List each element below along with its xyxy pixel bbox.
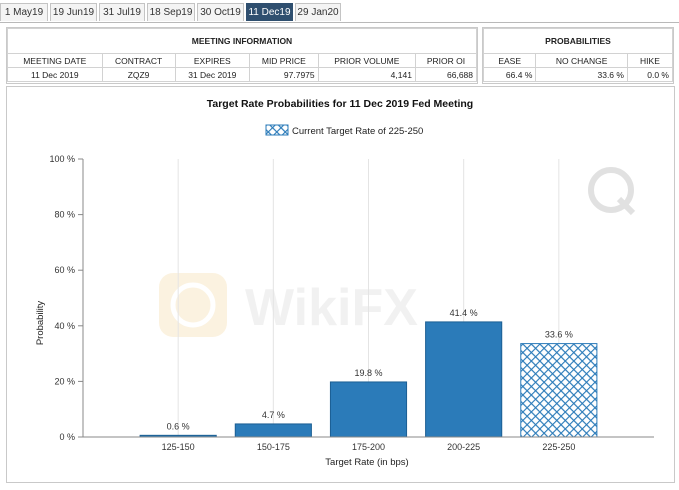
probabilities-title: PROBABILITIES <box>483 28 673 54</box>
bar-175-200 <box>329 381 408 438</box>
wikifx-watermark: WikiFX <box>159 273 418 337</box>
watermark-text: WikiFX <box>245 279 418 337</box>
meeting-date-tabs: 1 May19 19 Jun19 31 Jul19 18 Sep19 30 Oc… <box>0 0 679 23</box>
tab-29-jan20[interactable]: 29 Jan20 <box>295 3 341 21</box>
value-no-change: 33.6 % <box>535 67 628 82</box>
bar-200-225 <box>425 321 503 438</box>
probabilities-header-row: EASE NO CHANGE HIKE <box>482 53 674 68</box>
probabilities-table: PROBABILITIES EASE NO CHANGE HIKE 66.4 %… <box>482 28 674 82</box>
x-tick-label-150-175: 150-175 <box>257 442 290 452</box>
meeting-information-title: MEETING INFORMATION <box>7 28 477 54</box>
x-tick-label-125-150: 125-150 <box>162 442 195 452</box>
header-prior-volume: PRIOR VOLUME <box>317 53 416 68</box>
header-meeting-date: MEETING DATE <box>7 53 103 68</box>
header-hike: HIKE <box>626 53 674 68</box>
tab-31-jul19[interactable]: 31 Jul19 <box>99 3 145 21</box>
tab-18-sep19[interactable]: 18 Sep19 <box>147 3 195 21</box>
value-prior-oi: 66,688 <box>414 67 478 82</box>
meeting-information-header-row: MEETING DATE CONTRACT EXPIRES MID PRICE … <box>7 53 478 68</box>
meeting-information-panel: MEETING INFORMATION MEETING DATE CONTRAC… <box>6 27 478 84</box>
bar-150-175 <box>234 423 312 438</box>
data-label-175-200: 19.8 % <box>354 368 382 378</box>
y-tick-label: 0 % <box>59 432 75 442</box>
data-label-125-150: 0.6 % <box>167 421 190 431</box>
probabilities-panel: PROBABILITIES EASE NO CHANGE HIKE 66.4 %… <box>482 27 674 84</box>
tab-19-jun19[interactable]: 19 Jun19 <box>50 3 97 21</box>
tab-11-dec19[interactable]: 11 Dec19 <box>246 3 293 21</box>
bar-225-250 <box>520 343 598 438</box>
q-logo-icon <box>588 167 636 216</box>
header-mid-price: MID PRICE <box>249 53 319 68</box>
tab-1-may19[interactable]: 1 May19 <box>0 3 48 21</box>
header-expires: EXPIRES <box>174 53 251 68</box>
header-contract: CONTRACT <box>101 53 176 68</box>
x-tick-label-225-250: 225-250 <box>542 442 575 452</box>
y-tick-label: 80 % <box>54 210 75 220</box>
data-label-225-250: 33.6 % <box>545 330 573 340</box>
y-tick-label: 60 % <box>54 265 75 275</box>
value-hike: 0.0 % <box>626 67 674 82</box>
y-axis-label: Probability <box>35 301 46 346</box>
x-tick-label-200-225: 200-225 <box>447 442 480 452</box>
legend-label: Current Target Rate of 225-250 <box>292 126 423 137</box>
x-tick-label-175-200: 175-200 <box>352 442 385 452</box>
value-meeting-date: 11 Dec 2019 <box>7 67 103 82</box>
y-tick-label: 40 % <box>54 321 75 331</box>
value-mid-price: 97.7975 <box>249 67 319 82</box>
chart-container: WikiFX Target Rate Probabilities for 11 … <box>6 86 675 483</box>
probabilities-value-row: 66.4 % 33.6 % 0.0 % <box>482 67 674 82</box>
chart-legend: Current Target Rate of 225-250 <box>265 124 423 137</box>
value-expires: 31 Dec 2019 <box>174 67 251 82</box>
x-axis-label: Target Rate (in bps) <box>325 457 408 468</box>
meeting-information-value-row: 11 Dec 2019 ZQZ9 31 Dec 2019 97.7975 4,1… <box>7 67 478 82</box>
header-ease: EASE <box>482 53 537 68</box>
chart-axes: 0 % 20 % 40 % 60 % 80 % 100 % 125-150 150-175 17… <box>49 154 654 452</box>
tab-30-oct19[interactable]: 30 Oct19 <box>197 3 244 21</box>
meeting-information-table: MEETING INFORMATION MEETING DATE CONTRAC… <box>7 28 478 82</box>
value-contract: ZQZ9 <box>101 67 176 82</box>
chart-bars: 0.6 % 4.7 % 19.8 % 41.4 % 33.6 % <box>139 308 598 438</box>
legend-swatch <box>265 124 289 136</box>
data-label-200-225: 41.4 % <box>450 308 478 318</box>
chart-title: Target Rate Probabilities for 11 Dec 201… <box>207 98 473 110</box>
value-ease: 66.4 % <box>482 67 537 82</box>
y-tick-label: 20 % <box>54 376 75 386</box>
value-prior-volume: 4,141 <box>317 67 416 82</box>
y-tick-label: 100 % <box>49 154 75 164</box>
data-label-150-175: 4.7 % <box>262 410 285 420</box>
target-rate-chart: WikiFX Target Rate Probabilities for 11 … <box>35 98 654 468</box>
header-no-change: NO CHANGE <box>535 53 628 68</box>
header-prior-oi: PRIOR OI <box>414 53 478 68</box>
